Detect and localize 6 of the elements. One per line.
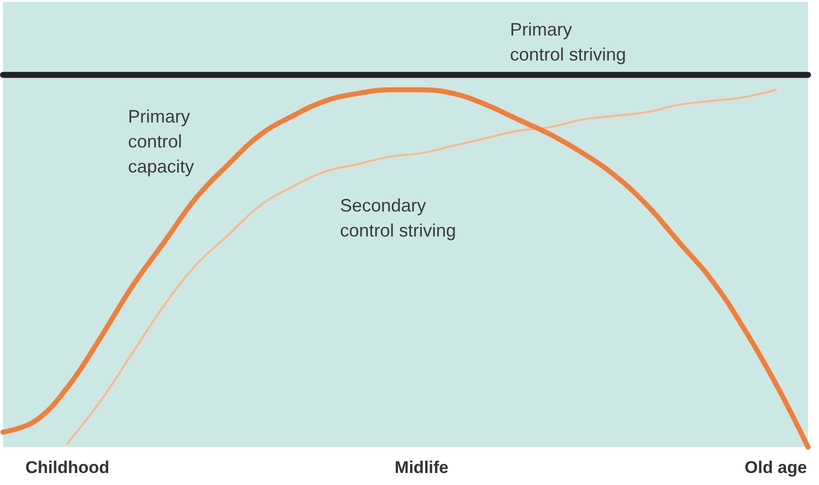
x-tick-label: Old age xyxy=(744,458,807,477)
x-tick-label: Childhood xyxy=(25,458,110,477)
series-label: Secondary control striving xyxy=(340,196,456,240)
series-label: Primary control striving xyxy=(510,20,626,64)
series-label: Primary control capacity xyxy=(128,106,194,176)
x-tick-label: Midlife xyxy=(394,458,449,477)
